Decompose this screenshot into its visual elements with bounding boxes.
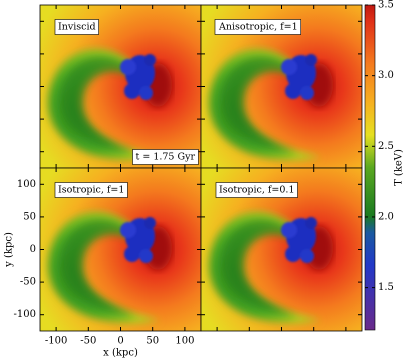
label-box bbox=[215, 182, 298, 198]
y-tick-label: 0 bbox=[30, 244, 36, 255]
x-axis-label: x (kpc) bbox=[103, 348, 138, 359]
x-tick-label: -100 bbox=[45, 336, 67, 347]
x-tick-label: -50 bbox=[80, 336, 96, 347]
panel-label: Isotropic, f=0.1 bbox=[219, 185, 295, 196]
colorbar-tick-label: 3.0 bbox=[378, 70, 394, 81]
y-tick-label: 50 bbox=[23, 211, 36, 222]
colorbar-tick-label: 3.5 bbox=[378, 0, 394, 11]
label-box bbox=[54, 19, 99, 35]
x-tick-label: 50 bbox=[146, 336, 159, 347]
x-tick-label: 0 bbox=[117, 336, 123, 347]
colorbar-tick-label: 1.5 bbox=[378, 282, 394, 293]
annotation: t = 1.75 Gyr bbox=[136, 152, 196, 163]
panel-label: Anisotropic, f=1 bbox=[218, 22, 298, 33]
colorbar-tick-label: 2.5 bbox=[378, 141, 394, 152]
x-tick-label: 100 bbox=[175, 336, 194, 347]
colorbar-label: T (keV) bbox=[394, 149, 405, 186]
y-tick-label: -50 bbox=[20, 277, 36, 288]
label-box bbox=[54, 182, 128, 198]
panel-label: Isotropic, f=1 bbox=[58, 185, 124, 196]
y-tick-label: 100 bbox=[17, 179, 36, 190]
colorbar bbox=[364, 4, 376, 331]
annotation-box bbox=[132, 149, 199, 165]
panel-label: Inviscid bbox=[58, 22, 96, 33]
y-tick-label: -100 bbox=[14, 309, 36, 320]
y-axis-label: y (kpc) bbox=[4, 232, 15, 268]
colorbar-tick-label: 2.0 bbox=[378, 211, 394, 222]
label-box bbox=[214, 19, 302, 35]
